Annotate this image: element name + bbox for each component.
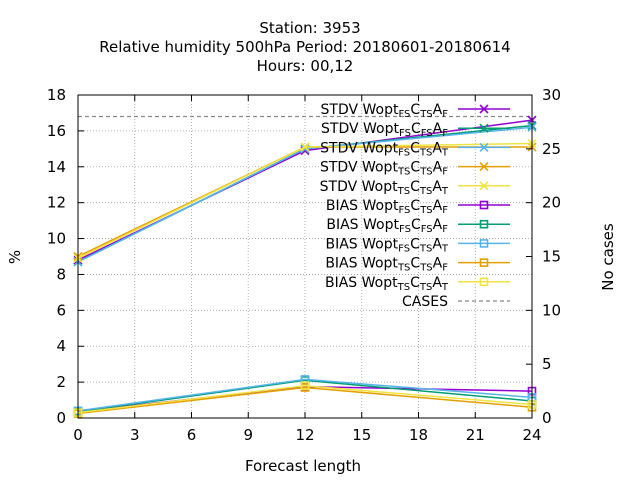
legend-marker-stdv-wopt-fs-c-ts-a-f <box>479 104 489 114</box>
legend-label-bias-wopt-fs-c-ts-a-f: BIAS WoptFSCTSAF <box>326 198 448 216</box>
x-tick-label: 6 <box>187 426 197 444</box>
y-tick-label: 16 <box>47 122 66 140</box>
y2-tick-label: 0 <box>542 409 552 427</box>
y2-tick-label: 30 <box>542 86 561 104</box>
legend-marker-bias-wopt-ts-c-ts-a-f <box>479 258 489 267</box>
y2-tick-label: 20 <box>542 194 561 212</box>
legend-marker-stdv-wopt-ts-c-ts-a-t <box>479 181 489 191</box>
y2-tick-label: 15 <box>542 248 561 266</box>
legend-label-stdv-wopt-ts-c-ts-a-f: STDV WoptTSCTSAF <box>320 160 448 178</box>
grid-lines <box>78 95 532 418</box>
data-point-stdv-wopt-ts-c-ts-a-t <box>300 142 310 152</box>
chart-title: Station: 3953 Relative humidity 500hPa P… <box>99 19 510 75</box>
legend-marker-bias-wopt-fs-c-ts-a-f <box>479 200 489 210</box>
y-tick-label: 2 <box>56 373 66 391</box>
series-line-bias-wopt-fs-c-ts-a-t <box>77 378 533 412</box>
y-tick-label: 8 <box>56 265 66 283</box>
legend-label-cases: CASES <box>402 294 448 310</box>
legend-marker-bias-wopt-ts-c-ts-a-t <box>479 277 489 287</box>
y-tick-label: 18 <box>47 86 66 104</box>
x-tick-label: 24 <box>522 426 541 444</box>
x-tick-label: 9 <box>243 426 253 444</box>
title-line-parameter-period: Relative humidity 500hPa Period: 2018060… <box>99 38 510 56</box>
x-tick-label: 21 <box>466 426 485 444</box>
legend-label-stdv-wopt-fs-c-ts-a-f: STDV WoptFSCTSAF <box>321 102 449 120</box>
y2-axis-label: No cases <box>599 223 617 291</box>
legend-label-stdv-wopt-ts-c-ts-a-t: STDV WoptTSCTSAT <box>320 179 449 197</box>
y-tick-label: 4 <box>56 337 66 355</box>
y-tick-label: 12 <box>47 194 66 212</box>
legend-marker-bias-wopt-fs-c-fs-a-f <box>479 219 489 229</box>
series-line-bias-wopt-ts-c-ts-a-f <box>77 386 533 415</box>
y2-tick-label: 10 <box>542 301 561 319</box>
legend-label-bias-wopt-fs-c-fs-a-f: BIAS WoptFSCFSAF <box>326 217 448 235</box>
x-tick-label: 3 <box>130 426 140 444</box>
y-tick-label: 6 <box>56 301 66 319</box>
legend-label-bias-wopt-ts-c-ts-a-f: BIAS WoptTSCTSAF <box>325 256 448 274</box>
y-tick-label: 10 <box>47 230 66 248</box>
y-axis-label: % <box>6 250 24 264</box>
legend-label-stdv-wopt-fs-c-fs-a-f: STDV WoptFSCFSAF <box>321 121 448 139</box>
y-tick-label: 14 <box>47 158 66 176</box>
legend-marker-stdv-wopt-fs-c-ts-a-t <box>479 142 489 152</box>
y-tick-label: 0 <box>56 409 66 427</box>
x-axis-label: Forecast length <box>245 457 361 475</box>
x-tick-label: 15 <box>352 426 371 444</box>
legend-marker-stdv-wopt-ts-c-ts-a-f <box>479 162 489 172</box>
y2-tick-label: 25 <box>542 140 561 158</box>
x-tick-label: 18 <box>409 426 428 444</box>
legend-label-stdv-wopt-fs-c-ts-a-t: STDV WoptFSCTSAT <box>320 140 449 158</box>
data-point-bias-wopt-ts-c-ts-a-t <box>300 381 310 391</box>
axis-ticks: 0 3 6 9 12 15 18 21 2402468101214161805101520253… <box>47 86 561 444</box>
legend-label-bias-wopt-ts-c-ts-a-t: BIAS WoptTSCTSAT <box>325 275 449 293</box>
y2-tick-label: 5 <box>542 355 552 373</box>
data-point-stdv-wopt-fs-c-ts-a-t <box>300 144 310 154</box>
series-line-stdv-wopt-ts-c-ts-a-f <box>77 146 532 258</box>
legend-marker-stdv-wopt-fs-c-fs-a-f <box>479 123 489 133</box>
series-line-bias-wopt-fs-c-fs-a-f <box>77 379 533 413</box>
series-line-bias-wopt-ts-c-ts-a-t <box>77 384 533 414</box>
x-tick-label: 0 <box>73 426 83 444</box>
title-line-hours: Hours: 00,12 <box>257 57 354 75</box>
legend-label-bias-wopt-fs-c-ts-a-t: BIAS WoptFSCTSAT <box>326 236 449 254</box>
legend-marker-bias-wopt-fs-c-ts-a-t <box>479 239 489 248</box>
x-tick-label: 12 <box>295 426 314 444</box>
title-line-station: Station: 3953 <box>259 19 360 37</box>
